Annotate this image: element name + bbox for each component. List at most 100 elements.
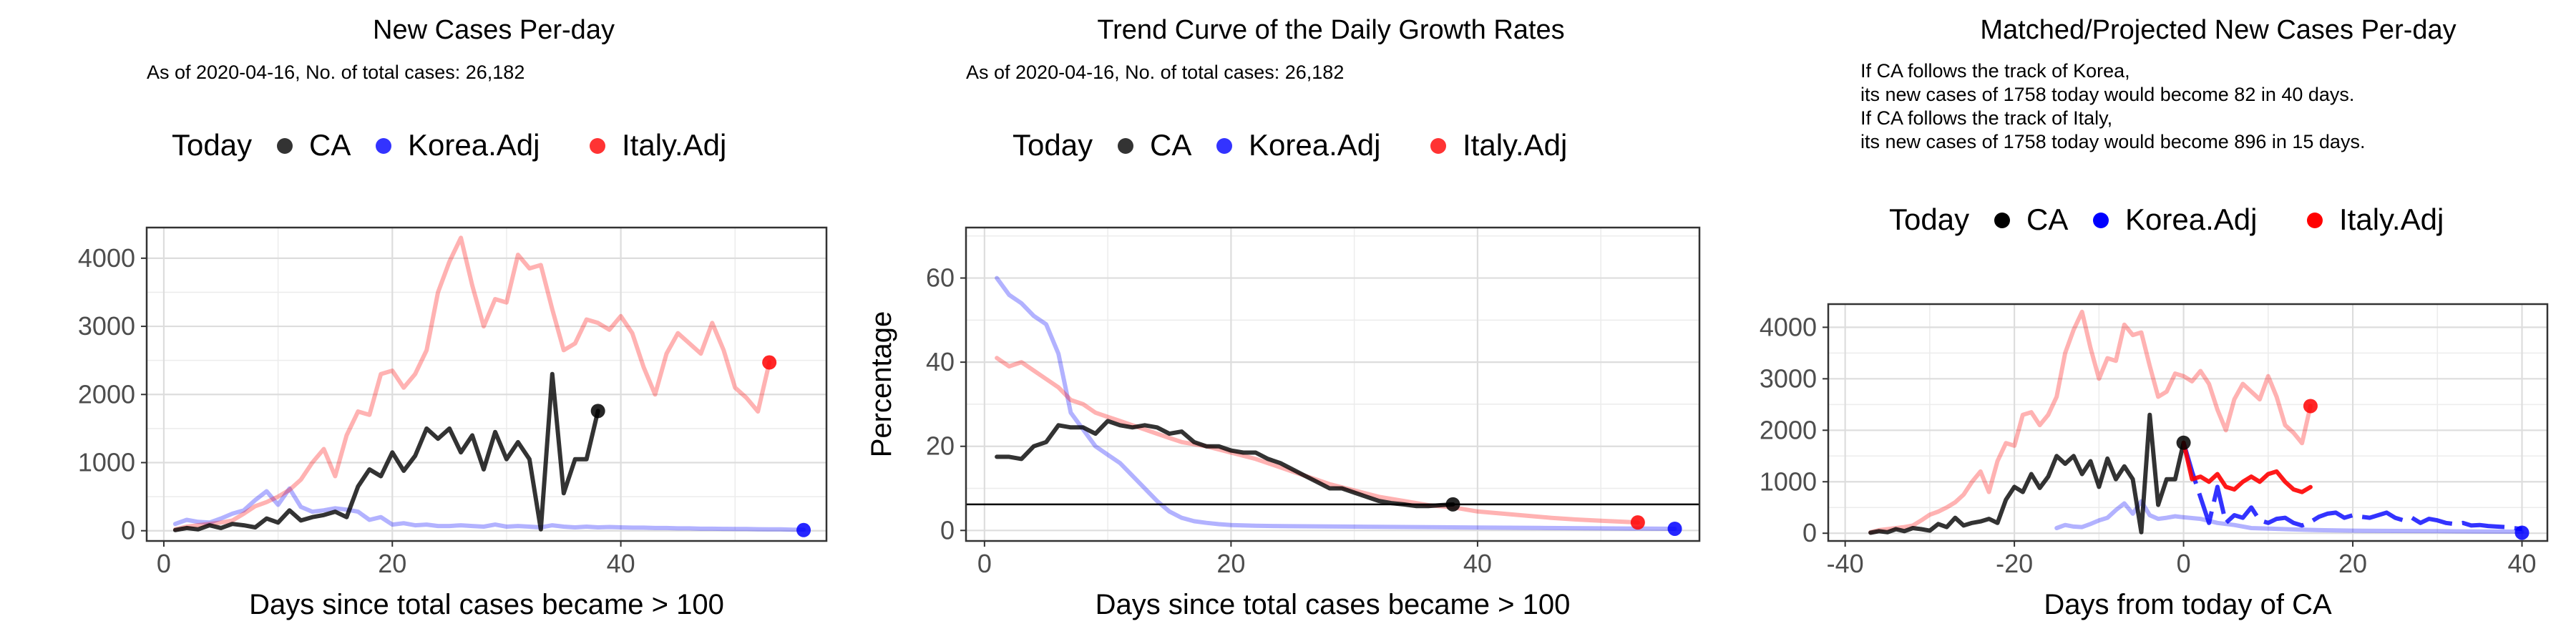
annotation-line: If CA follows the track of Korea, xyxy=(1860,60,2130,82)
x-tick-label: 0 xyxy=(157,549,171,578)
plot-area: 0 20 40 0 20 40 60 xyxy=(926,226,1701,578)
legend-dot-icon xyxy=(277,138,293,154)
plot-background xyxy=(966,228,1699,541)
series-line-ca xyxy=(172,371,600,532)
x-axis-label: Days from today of CA xyxy=(2044,589,2332,620)
y-tick-label: 2000 xyxy=(1760,415,1817,444)
today-marker-ca xyxy=(1445,497,1460,512)
series-line-italy-adj xyxy=(172,235,772,532)
series-line-korea-adj xyxy=(172,486,806,532)
legend-label: Italy.Adj xyxy=(2339,203,2444,236)
chart-panel-2: Trend Curve of the Daily Growth Rates As … xyxy=(866,15,1701,620)
chart-title: Trend Curve of the Daily Growth Rates xyxy=(1097,15,1564,45)
y-axis-label: Percentage xyxy=(866,311,897,458)
plot-background xyxy=(147,228,826,541)
y-tick-label: 2000 xyxy=(78,379,135,409)
plot-border xyxy=(145,226,828,542)
legend-item-italy-adj: Italy.Adj xyxy=(590,128,726,162)
series-line-korea-adj-projected- xyxy=(2181,441,2522,532)
x-tick-label: 40 xyxy=(607,549,635,578)
x-tick-label: 20 xyxy=(1216,549,1245,578)
chart-subtitle: As of 2020-04-16, No. of total cases: 26… xyxy=(147,62,525,83)
legend-label: CA xyxy=(1150,128,1191,162)
x-tick-label: 0 xyxy=(2177,549,2191,578)
legend-label: Korea.Adj xyxy=(2125,203,2257,236)
plot-border xyxy=(965,226,1701,542)
y-tick-label: 4000 xyxy=(1760,312,1817,341)
legend-title: Today xyxy=(1013,128,1093,162)
today-marker-ca xyxy=(590,404,605,419)
y-tick-label: 3000 xyxy=(78,311,135,341)
legend-dot-icon xyxy=(1118,138,1133,154)
y-tick-label: 20 xyxy=(926,431,955,461)
y-tick-label: 3000 xyxy=(1760,364,1817,393)
legend: Today CA Korea.Adj Italy.Adj xyxy=(1013,128,1567,162)
legend-item-ca: CA xyxy=(277,128,351,162)
plot-area: -40 -20 0 20 40 0 1000 2000 3000 4000 xyxy=(1760,303,2549,578)
legend-dot-icon xyxy=(376,138,391,154)
y-tick-label: 60 xyxy=(926,263,955,293)
series-line-korea-adj-matched- xyxy=(2054,499,2524,534)
x-tick-label: 20 xyxy=(378,549,406,578)
y-tick-label: 1000 xyxy=(1760,467,1817,496)
today-marker-italy-adj xyxy=(762,355,777,370)
annotation-line: If CA follows the track of Italy, xyxy=(1860,107,2112,129)
series-line-italy-adj-matched- xyxy=(1868,309,2313,535)
legend-item-italy-adj: Italy.Adj xyxy=(1430,128,1567,162)
legend-item-korea-adj: Korea.Adj xyxy=(2093,203,2257,236)
x-tick-label: 40 xyxy=(1463,549,1492,578)
legend-title: Today xyxy=(172,128,252,162)
legend-dot-icon xyxy=(2307,213,2323,228)
plot-area: 0 20 40 0 1000 2000 3000 4000 xyxy=(78,226,828,578)
x-tick-label: -40 xyxy=(1827,549,1864,578)
chart-panel-3: Matched/Projected New Cases Per-day If CA… xyxy=(1760,15,2549,620)
plot-border xyxy=(1827,303,2549,542)
chart-title: New Cases Per-day xyxy=(373,15,615,45)
series-line-korea-adj xyxy=(995,275,1677,531)
legend-dot-icon xyxy=(1994,213,2010,228)
legend-label: Italy.Adj xyxy=(622,128,726,162)
legend-title: Today xyxy=(1889,203,1969,236)
legend-item-ca: CA xyxy=(1994,203,2068,236)
today-marker-korea-adj xyxy=(2514,525,2529,540)
series-line-ca xyxy=(995,419,1455,509)
y-tick-label: 0 xyxy=(940,515,955,545)
x-tick-label: -20 xyxy=(1996,549,2033,578)
legend-label: CA xyxy=(309,128,351,162)
y-tick-label: 1000 xyxy=(78,448,135,477)
legend-dot-icon xyxy=(590,138,605,154)
today-marker-italy-adj xyxy=(2303,399,2318,414)
legend-item-korea-adj: Korea.Adj xyxy=(1216,128,1380,162)
today-marker-korea-adj xyxy=(796,522,811,537)
x-tick-label: 40 xyxy=(2508,549,2537,578)
legend: Today CA Korea.Adj Italy.Adj xyxy=(1889,203,2444,236)
y-tick-label: 0 xyxy=(1802,518,1817,547)
legend-item-italy-adj: Italy.Adj xyxy=(2307,203,2444,236)
legend-item-ca: CA xyxy=(1118,128,1191,162)
annotation-line: its new cases of 1758 today would become… xyxy=(1860,84,2354,105)
annotation-line: its new cases of 1758 today would become… xyxy=(1860,131,2365,152)
legend-label: Korea.Adj xyxy=(408,128,540,162)
x-tick-label: 0 xyxy=(977,549,992,578)
y-tick-label: 40 xyxy=(926,347,955,376)
series-line-italy-adj-projected- xyxy=(2181,440,2313,494)
series-line-ca xyxy=(1868,412,2186,535)
chart-subtitle: As of 2020-04-16, No. of total cases: 26… xyxy=(966,62,1344,83)
x-axis-label: Days since total cases became > 100 xyxy=(249,589,724,620)
legend: Today CA Korea.Adj Italy.Adj xyxy=(172,128,726,162)
chart-panel-1: New Cases Per-day As of 2020-04-16, No. o… xyxy=(78,15,828,620)
series-line-italy-adj xyxy=(995,356,1640,525)
legend-dot-icon xyxy=(1430,138,1446,154)
today-marker-korea-adj xyxy=(1667,521,1682,536)
legend-dot-icon xyxy=(2093,213,2109,228)
chart-title: Matched/Projected New Cases Per-day xyxy=(1980,15,2456,45)
legend-label: Korea.Adj xyxy=(1249,128,1380,162)
x-axis-label: Days since total cases became > 100 xyxy=(1096,589,1571,620)
plot-background xyxy=(1828,304,2547,541)
y-tick-label: 0 xyxy=(121,516,135,545)
legend-item-korea-adj: Korea.Adj xyxy=(376,128,540,162)
x-tick-label: 20 xyxy=(2338,549,2367,578)
today-marker-ca xyxy=(2176,435,2191,450)
y-tick-label: 4000 xyxy=(78,243,135,273)
legend-label: CA xyxy=(2026,203,2068,236)
